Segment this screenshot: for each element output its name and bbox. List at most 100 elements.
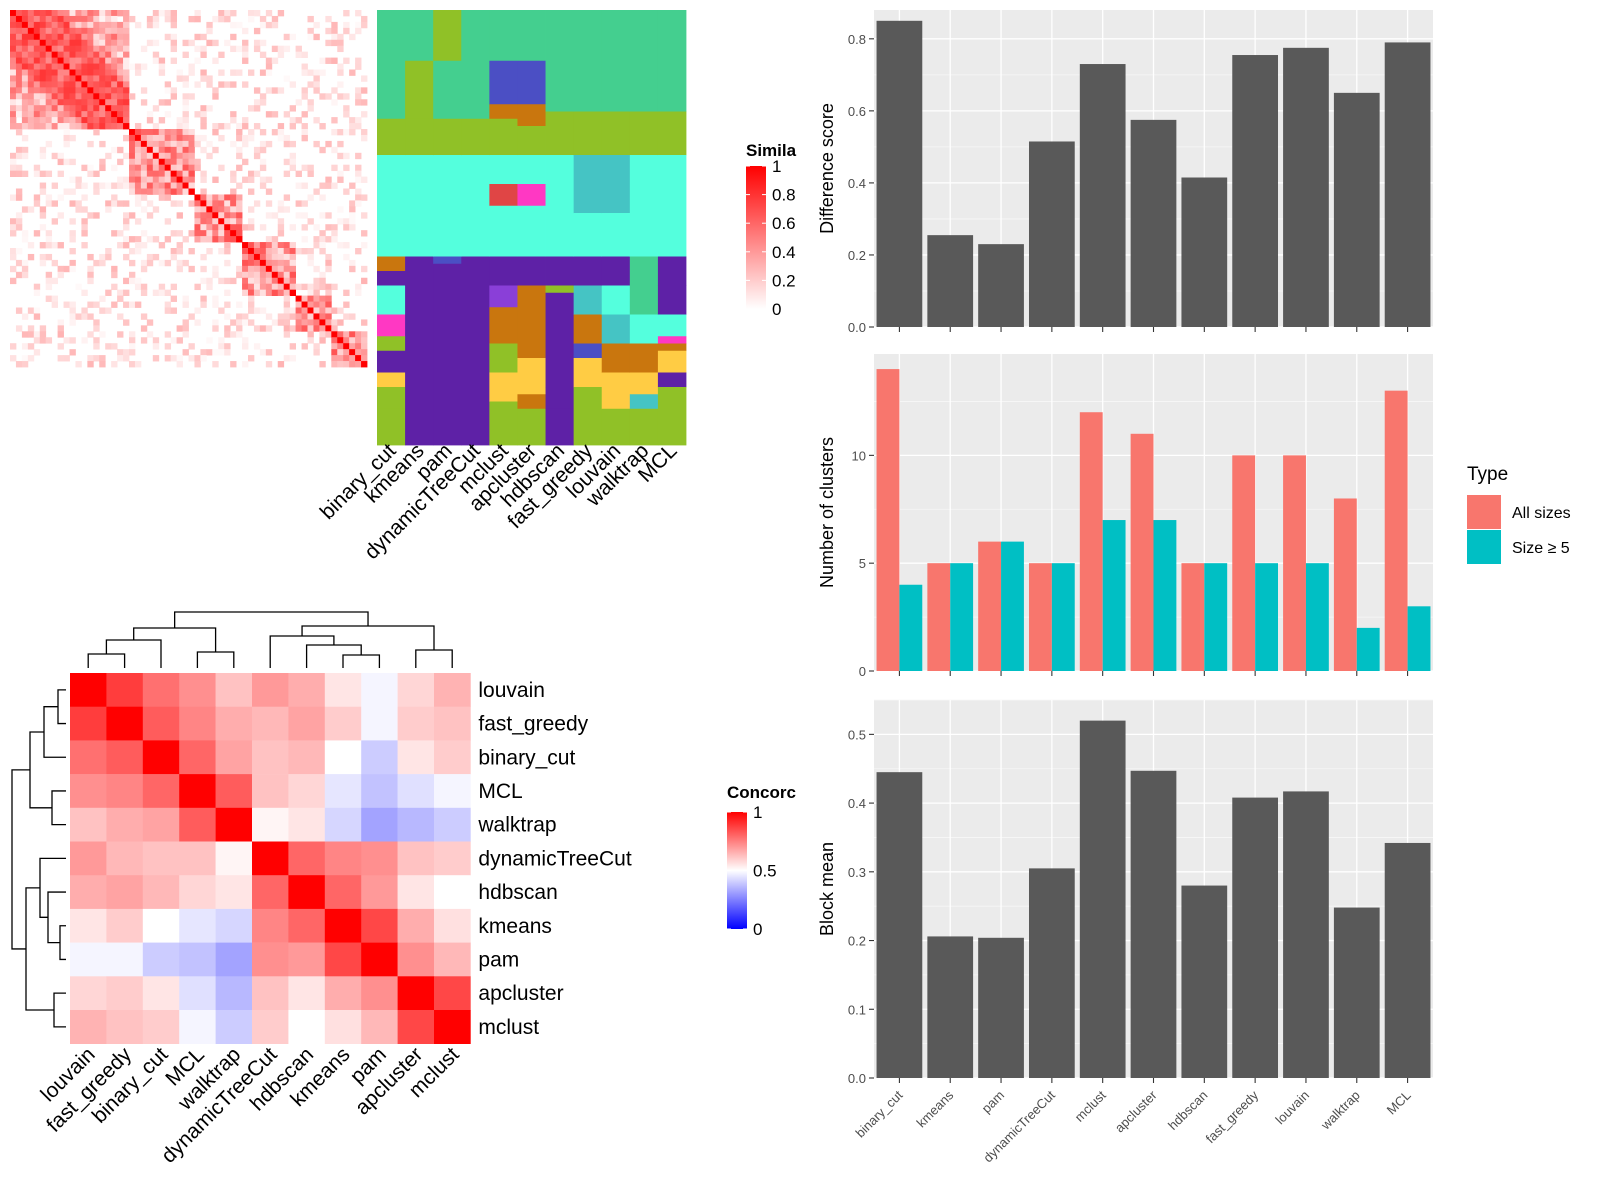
similarity-cell — [105, 51, 112, 58]
similarity-cell — [134, 146, 142, 154]
similarity-cell — [253, 325, 261, 332]
similarity-cell — [259, 99, 267, 106]
similarity-cell — [337, 176, 344, 183]
similarity-cell — [188, 93, 195, 100]
concordance-cell — [142, 706, 180, 741]
similarity-cell — [105, 39, 112, 47]
similarity-cell — [295, 170, 302, 177]
similarity-cell — [45, 57, 53, 64]
class-cell-mclust — [489, 343, 518, 373]
similarity-legend-label: 0.2 — [772, 271, 796, 290]
similarity-cell — [343, 164, 350, 172]
similarity-cell — [313, 140, 320, 148]
bar-fast_greedy — [1232, 797, 1279, 1078]
similarity-cell — [93, 69, 100, 76]
similarity-cell — [75, 45, 82, 53]
bar-MCL — [1384, 42, 1431, 327]
similarity-cell — [253, 307, 261, 314]
similarity-cell — [319, 212, 326, 219]
similarity-cell — [87, 117, 94, 124]
similarity-cell — [69, 69, 76, 76]
similarity-cell — [15, 224, 23, 231]
similarity-cell — [51, 57, 58, 64]
y-tick-label: 0.5 — [848, 727, 866, 742]
similarity-cell — [146, 200, 154, 207]
similarity-cell — [21, 111, 29, 118]
similarity-cell — [10, 75, 17, 82]
similarity-cell — [259, 39, 267, 47]
similarity-cell — [51, 15, 58, 23]
similarity-cell — [15, 33, 23, 41]
similarity-cell — [111, 69, 118, 76]
concordance-cell — [434, 673, 471, 707]
similarity-cell — [63, 75, 70, 82]
similarity-cell — [45, 271, 53, 279]
similarity-cell — [337, 349, 344, 356]
similarity-cell — [230, 218, 237, 225]
similarity-cell — [283, 283, 291, 291]
similarity-cell — [33, 45, 41, 53]
similarity-cell — [93, 129, 100, 136]
similarity-cell — [206, 75, 213, 82]
similarity-cell — [93, 182, 100, 189]
similarity-cell — [140, 242, 148, 249]
similarity-cell — [134, 170, 142, 177]
similarity-cell — [81, 289, 88, 296]
similarity-cell — [337, 69, 344, 76]
similarity-cell — [134, 69, 142, 76]
similarity-cell — [123, 93, 130, 100]
similarity-cell — [289, 307, 296, 314]
similarity-cell — [277, 51, 285, 58]
similarity-cell — [87, 10, 94, 17]
similarity-cell — [123, 21, 130, 29]
similarity-cell — [271, 319, 279, 326]
similarity-cell — [271, 289, 279, 296]
similarity-cell — [331, 283, 338, 291]
similarity-cell — [45, 337, 53, 344]
left-dendrogram-branch — [59, 925, 66, 961]
similarity-cell — [39, 33, 47, 41]
similarity-cell — [271, 57, 279, 64]
similarity-cell — [343, 152, 350, 160]
similarity-cell — [158, 158, 166, 166]
similarity-cell — [230, 194, 237, 201]
similarity-cell — [218, 164, 225, 172]
similarity-cell — [69, 313, 76, 320]
similarity-cell — [27, 69, 35, 76]
similarity-cell — [146, 319, 154, 326]
similarity-cell — [224, 206, 231, 213]
similarity-cell — [170, 337, 177, 344]
similarity-cell — [117, 57, 124, 64]
similarity-cell — [123, 123, 130, 130]
similarity-cell — [105, 253, 112, 261]
similarity-cell — [236, 236, 243, 243]
similarity-cell — [319, 194, 326, 201]
similarity-cell — [99, 123, 106, 130]
similarity-cell — [337, 93, 344, 100]
similarity-cell — [259, 140, 267, 148]
similarity-cell — [140, 230, 148, 237]
similarity-cell — [331, 230, 338, 237]
similarity-cell — [111, 57, 118, 64]
similarity-cell — [307, 331, 314, 338]
similarity-cell — [337, 319, 344, 326]
similarity-cell — [319, 271, 326, 279]
similarity-cell — [57, 355, 64, 362]
bar-apcluster-all-sizes — [1130, 433, 1154, 671]
similarity-cell — [146, 170, 154, 177]
similarity-cell — [129, 236, 136, 243]
similarity-cell — [111, 361, 118, 368]
similarity-cell — [194, 319, 201, 326]
similarity-cell — [361, 319, 368, 326]
y-tick-label: 5 — [859, 556, 866, 571]
similarity-cell — [176, 158, 183, 166]
similarity-cell — [355, 164, 362, 172]
similarity-cell — [140, 265, 148, 273]
concordance-cell — [179, 706, 216, 741]
similarity-cell — [39, 331, 47, 338]
concordance-cell — [324, 976, 362, 1011]
similarity-cell — [63, 111, 70, 118]
similarity-cell — [152, 164, 160, 172]
similarity-cell — [265, 277, 273, 285]
similarity-cell — [57, 152, 64, 160]
